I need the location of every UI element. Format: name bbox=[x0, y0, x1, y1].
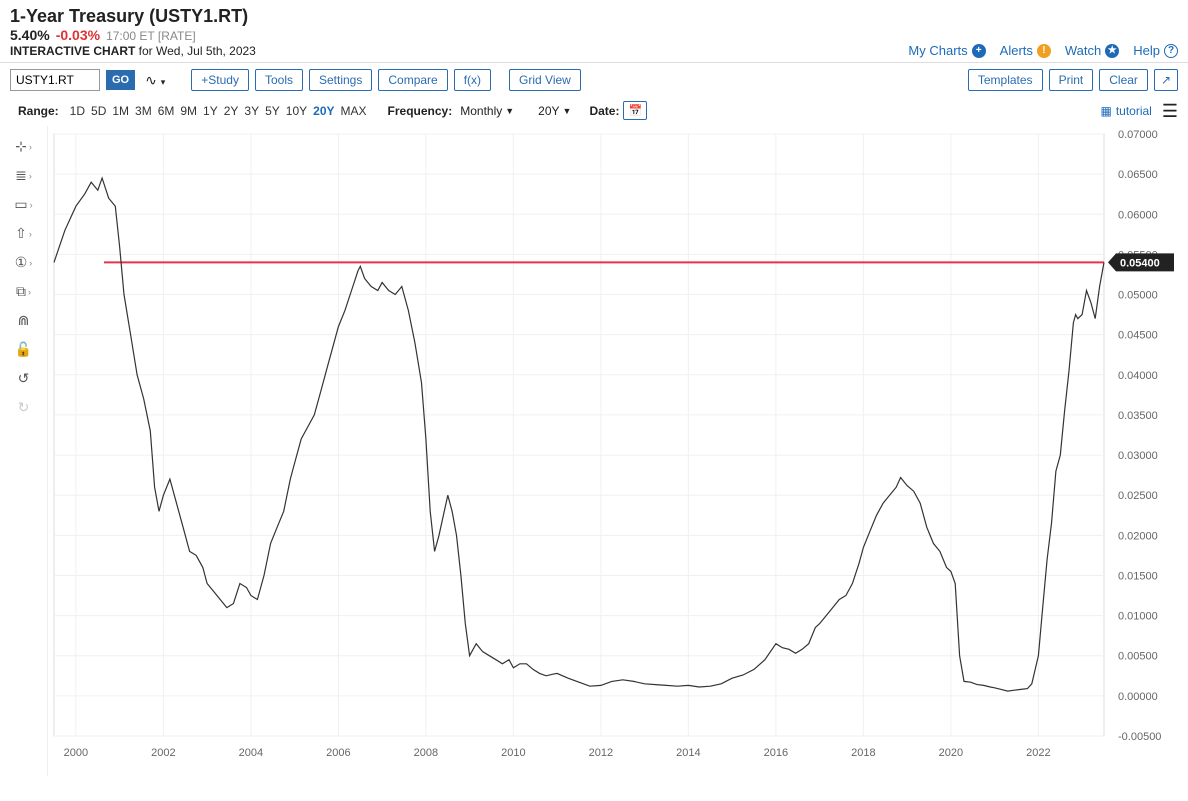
clear-button[interactable]: Clear bbox=[1099, 69, 1148, 91]
price-time: 17:00 ET [RATE] bbox=[106, 29, 196, 43]
expand-button[interactable]: ↗ bbox=[1154, 69, 1178, 91]
compare-button[interactable]: Compare bbox=[378, 69, 447, 91]
svg-text:2012: 2012 bbox=[589, 747, 613, 759]
svg-text:2016: 2016 bbox=[764, 747, 788, 759]
svg-text:2000: 2000 bbox=[64, 747, 88, 759]
svg-text:2010: 2010 bbox=[501, 747, 525, 759]
svg-text:-0.00500: -0.00500 bbox=[1118, 731, 1161, 743]
help-icon: ? bbox=[1164, 44, 1178, 58]
marker-tool[interactable]: ①› bbox=[0, 248, 47, 277]
range-opt-5y[interactable]: 5Y bbox=[262, 102, 283, 120]
svg-text:0.05000: 0.05000 bbox=[1118, 290, 1158, 302]
page-title: 1-Year Treasury (USTY1.RT) bbox=[10, 6, 248, 27]
chart-subtitle: INTERACTIVE CHART for Wed, Jul 5th, 2023 bbox=[10, 44, 256, 58]
fx-button[interactable]: f(x) bbox=[454, 69, 491, 91]
svg-text:0.07000: 0.07000 bbox=[1118, 129, 1158, 141]
svg-text:2022: 2022 bbox=[1026, 747, 1050, 759]
range-opt-3m[interactable]: 3M bbox=[132, 102, 155, 120]
price-change: -0.03% bbox=[56, 27, 100, 43]
calendar-icon[interactable]: 📅 bbox=[623, 101, 647, 120]
range-opt-max[interactable]: MAX bbox=[338, 102, 370, 120]
fib-tool[interactable]: ⧉› bbox=[0, 277, 47, 306]
svg-text:0.00500: 0.00500 bbox=[1118, 651, 1158, 663]
tutorial-link[interactable]: ▦tutorial bbox=[1100, 104, 1151, 118]
range-opt-9m[interactable]: 9M bbox=[177, 102, 200, 120]
svg-text:2020: 2020 bbox=[939, 747, 963, 759]
alert-icon: ! bbox=[1037, 44, 1051, 58]
chart-type-selector[interactable]: ∿ ▾ bbox=[141, 72, 169, 89]
svg-text:0.02000: 0.02000 bbox=[1118, 530, 1158, 542]
date-label: Date: bbox=[589, 104, 619, 118]
svg-text:2004: 2004 bbox=[239, 747, 263, 759]
frequency-select[interactable]: Monthly ▼ bbox=[456, 102, 518, 120]
redo-tool[interactable]: ↻ bbox=[0, 393, 47, 422]
svg-text:0.04500: 0.04500 bbox=[1118, 330, 1158, 342]
svg-text:0.01000: 0.01000 bbox=[1118, 611, 1158, 623]
alerts-link[interactable]: Alerts! bbox=[1000, 43, 1051, 58]
study-button[interactable]: +Study bbox=[191, 69, 249, 91]
svg-text:0.03000: 0.03000 bbox=[1118, 450, 1158, 462]
go-button[interactable]: GO bbox=[106, 70, 135, 90]
symbol-input[interactable] bbox=[10, 69, 100, 91]
mycharts-link[interactable]: My Charts+ bbox=[908, 43, 985, 58]
undo-tool[interactable]: ↺ bbox=[0, 364, 47, 393]
svg-text:2006: 2006 bbox=[326, 747, 350, 759]
svg-text:0.03500: 0.03500 bbox=[1118, 410, 1158, 422]
svg-text:0.00000: 0.00000 bbox=[1118, 691, 1158, 703]
range-opt-2y[interactable]: 2Y bbox=[221, 102, 242, 120]
watch-link[interactable]: Watch★ bbox=[1065, 43, 1119, 58]
range-opt-1d[interactable]: 1D bbox=[67, 102, 88, 120]
frequency-label: Frequency: bbox=[388, 104, 453, 118]
range-opt-5d[interactable]: 5D bbox=[88, 102, 109, 120]
current-price: 5.40% bbox=[10, 27, 50, 43]
range-opt-1y[interactable]: 1Y bbox=[200, 102, 221, 120]
arrow-tool[interactable]: ⇧› bbox=[0, 219, 47, 248]
tools-button[interactable]: Tools bbox=[255, 69, 303, 91]
range-opt-6m[interactable]: 6M bbox=[155, 102, 178, 120]
lock-tool[interactable]: 🔓 bbox=[0, 335, 47, 364]
range-opt-20y[interactable]: 20Y bbox=[310, 102, 337, 120]
print-button[interactable]: Print bbox=[1049, 69, 1094, 91]
plus-icon: + bbox=[972, 44, 986, 58]
settings-button[interactable]: Settings bbox=[309, 69, 372, 91]
crosshair-tool[interactable]: ⊹› bbox=[0, 132, 47, 161]
svg-text:0.02500: 0.02500 bbox=[1118, 490, 1158, 502]
range-opt-10y[interactable]: 10Y bbox=[283, 102, 310, 120]
range-opt-1m[interactable]: 1M bbox=[109, 102, 132, 120]
period-select[interactable]: 20Y ▼ bbox=[534, 102, 575, 120]
svg-text:2008: 2008 bbox=[414, 747, 438, 759]
svg-text:2014: 2014 bbox=[676, 747, 700, 759]
shape-tool[interactable]: ▭› bbox=[0, 190, 47, 219]
price-chart[interactable]: -0.00500 0.00000 0.00500 0.01000 0.01500 0.02… bbox=[48, 126, 1188, 776]
templates-button[interactable]: Templates bbox=[968, 69, 1043, 91]
svg-text:0.06000: 0.06000 bbox=[1118, 209, 1158, 221]
svg-text:0.06500: 0.06500 bbox=[1118, 169, 1158, 181]
help-link[interactable]: Help? bbox=[1133, 43, 1178, 58]
gridview-button[interactable]: Grid View bbox=[509, 69, 581, 91]
range-opt-3y[interactable]: 3Y bbox=[241, 102, 262, 120]
svg-text:0.04000: 0.04000 bbox=[1118, 370, 1158, 382]
svg-text:2002: 2002 bbox=[151, 747, 175, 759]
lines-tool[interactable]: ≣› bbox=[0, 161, 47, 190]
menu-icon[interactable]: ☰ bbox=[1162, 102, 1178, 120]
svg-text:0.01500: 0.01500 bbox=[1118, 570, 1158, 582]
svg-text:2018: 2018 bbox=[851, 747, 875, 759]
range-label: Range: bbox=[18, 104, 59, 118]
svg-text:0.05400: 0.05400 bbox=[1120, 257, 1160, 269]
star-icon: ★ bbox=[1105, 44, 1119, 58]
magnet-tool[interactable]: ⋒ bbox=[0, 306, 47, 335]
